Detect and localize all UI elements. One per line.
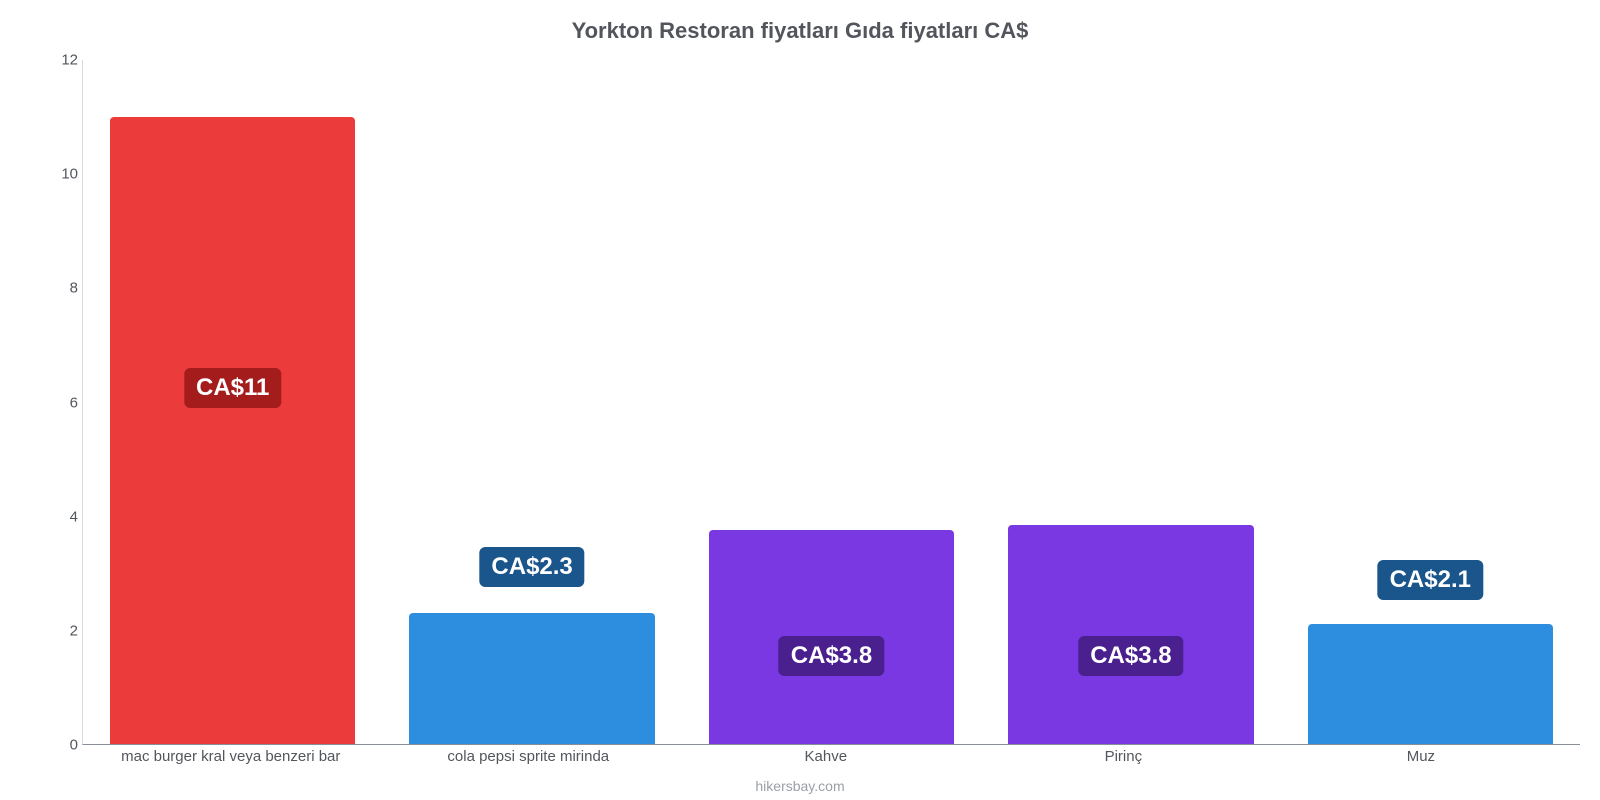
bar-slot: CA$3.8	[709, 60, 955, 744]
y-tick: 4	[70, 508, 78, 525]
bar-mac-burger	[110, 117, 356, 744]
y-axis: 12 10 8 6 4 2 0	[50, 60, 82, 745]
y-tick: 10	[61, 166, 78, 183]
chart-title: Yorkton Restoran fiyatları Gıda fiyatlar…	[0, 0, 1600, 44]
plot-area: CA$11 CA$2.3 CA$3.8 CA$3.8 CA$2.1	[82, 60, 1580, 745]
value-badge: CA$3.8	[1078, 636, 1183, 676]
y-tick: 0	[70, 737, 78, 754]
y-tick: 6	[70, 394, 78, 411]
y-tick: 8	[70, 280, 78, 297]
value-badge: CA$2.1	[1378, 560, 1483, 600]
x-label: Kahve	[805, 748, 848, 765]
value-badge: CA$2.3	[479, 547, 584, 587]
x-axis-labels: mac burger kral veya benzeri bar cola pe…	[82, 748, 1600, 778]
value-badge: CA$11	[184, 368, 281, 408]
attribution: hikersbay.com	[0, 778, 1600, 794]
y-tick: 12	[61, 52, 78, 69]
y-tick: 2	[70, 622, 78, 639]
x-label: Pirinç	[1105, 748, 1143, 765]
chart-area: 12 10 8 6 4 2 0 CA$11 CA$2.3 CA$3.8 CA$3…	[50, 60, 1580, 745]
bar-slot: CA$2.1	[1308, 60, 1554, 744]
x-label: cola pepsi sprite mirinda	[447, 748, 609, 765]
x-label: Muz	[1407, 748, 1435, 765]
x-label: mac burger kral veya benzeri bar	[121, 748, 340, 765]
bar-cola	[409, 613, 655, 744]
bar-slot: CA$3.8	[1008, 60, 1254, 744]
value-badge: CA$3.8	[779, 636, 884, 676]
bar-slot: CA$2.3	[409, 60, 655, 744]
bar-slot: CA$11	[110, 60, 356, 744]
bar-pirinc	[1008, 525, 1254, 744]
bar-muz	[1308, 624, 1554, 744]
